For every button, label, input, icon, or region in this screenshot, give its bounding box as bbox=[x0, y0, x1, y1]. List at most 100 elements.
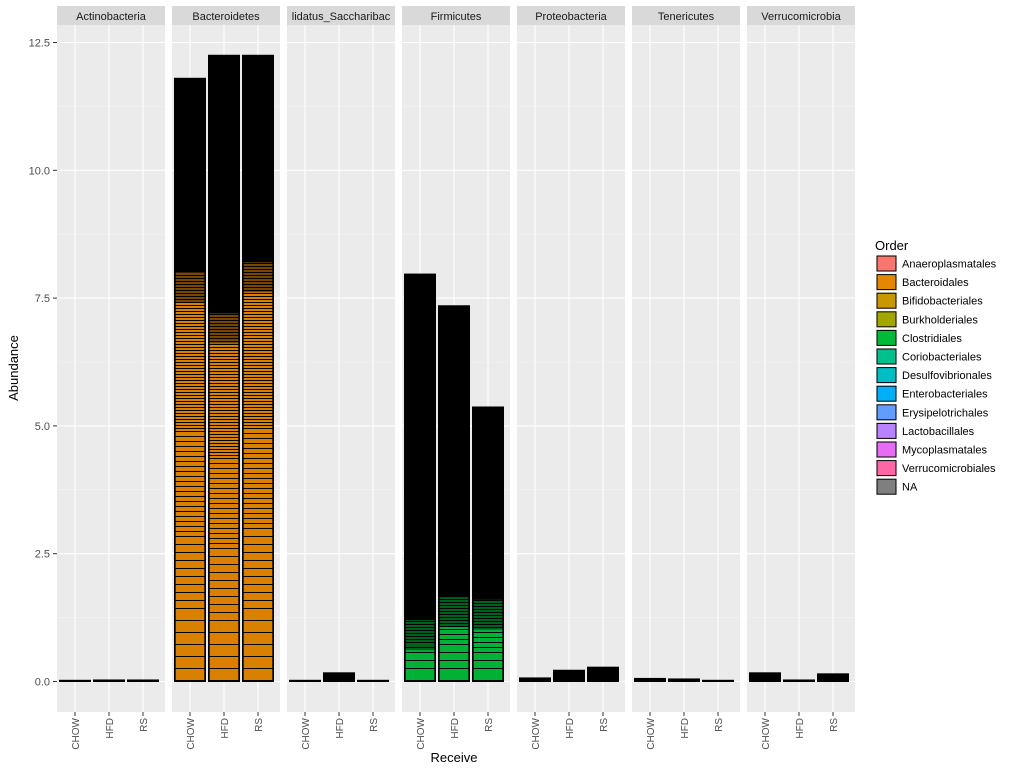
legend-swatch bbox=[876, 311, 897, 328]
x-tick-label: HFD bbox=[220, 718, 231, 739]
bar-tenericutes-rs bbox=[702, 679, 734, 682]
legend-label: Mycoplasmatales bbox=[902, 445, 987, 457]
legend-title: Order bbox=[875, 238, 909, 253]
facet-actinobacteria: Actinobacteria CHOW HFD RS bbox=[57, 6, 165, 750]
bar-segment-lines bbox=[242, 263, 274, 682]
x-tick-label: RS bbox=[714, 718, 725, 732]
bar-tenericutes-chow bbox=[634, 677, 666, 683]
bar-fill bbox=[473, 599, 503, 681]
bar-actinobacteria-hfd bbox=[93, 679, 125, 682]
facet-strip-label: Actinobacteria bbox=[76, 11, 147, 23]
legend-label: Coriobacteriales bbox=[902, 352, 982, 364]
bar-fade bbox=[438, 567, 470, 628]
legend-swatch bbox=[876, 478, 897, 495]
bar-bacteroidetes-rs bbox=[242, 54, 274, 682]
bar-outline bbox=[749, 672, 781, 682]
bar-outline bbox=[59, 679, 91, 682]
legend-label: Anaeroplasmatales bbox=[902, 259, 997, 271]
legend-swatch bbox=[876, 292, 897, 309]
bar-bacteroidetes-chow bbox=[174, 77, 206, 682]
bar-outline bbox=[783, 679, 815, 682]
bar-fade bbox=[174, 242, 206, 303]
legend-item-clostridiales: Clostridiales bbox=[876, 329, 962, 347]
facet-verrucomicrobia: Verrucomicrobia CHOW HFD RS bbox=[747, 6, 855, 750]
bar-proteobacteria-rs bbox=[587, 666, 619, 683]
bar-outline bbox=[93, 679, 125, 682]
legend-item-na: NA bbox=[876, 478, 918, 496]
bar-verrucomicrobia-hfd bbox=[783, 679, 815, 682]
facet-bacteroidetes: Bacteroidetes CHOW HFD RS bbox=[172, 6, 280, 750]
bar-firmicutes-hfd bbox=[438, 305, 470, 682]
legend-swatch bbox=[876, 348, 897, 365]
bar-outline bbox=[242, 54, 274, 682]
legend-item-erysipelotrichales: Erysipelotrichales bbox=[876, 403, 989, 421]
bar bbox=[587, 667, 619, 682]
bar bbox=[127, 679, 159, 682]
facet-strip-label: Verrucomicrobia bbox=[761, 11, 841, 23]
legend-swatch bbox=[876, 255, 897, 272]
legend-swatch bbox=[876, 329, 897, 346]
panel-background bbox=[57, 25, 165, 712]
bar-fade bbox=[208, 283, 240, 344]
legend-item-coriobacteriales: Coriobacteriales bbox=[876, 348, 982, 365]
x-tick-label: RS bbox=[599, 718, 610, 732]
legend-label: Desulfovibrionales bbox=[902, 370, 992, 382]
facet-candidatus-saccharibacteria: lidatus_Saccharibac CHOW HFD RS bbox=[287, 6, 395, 750]
bar bbox=[519, 677, 551, 682]
facet-strip-label: Proteobacteria bbox=[535, 11, 607, 23]
legend-item-bacteroidales: Bacteroidales bbox=[876, 273, 969, 291]
bar-proteobacteria-hfd bbox=[553, 669, 585, 683]
legend-swatch bbox=[876, 441, 897, 458]
y-axis: 0.0 2.5 5.0 7.5 10.0 12.5 bbox=[29, 38, 57, 689]
bar-outline bbox=[404, 273, 436, 682]
bar-segment-lines bbox=[208, 314, 240, 682]
y-tick-label: 5.0 bbox=[35, 421, 50, 433]
bar bbox=[59, 680, 91, 682]
legend-item-enterobacteriales: Enterobacteriales bbox=[876, 385, 988, 403]
x-tick-label: RS bbox=[139, 718, 150, 732]
facet-strip bbox=[287, 6, 395, 25]
facet-firmicutes: Firmicutes CHOW HFD RS bbox=[402, 6, 510, 750]
bar bbox=[289, 680, 321, 682]
legend-label: Bifidobacteriales bbox=[902, 296, 983, 308]
legend-label: Enterobacteriales bbox=[902, 389, 988, 401]
legend-swatch bbox=[876, 404, 897, 421]
bar-outline bbox=[553, 669, 585, 683]
legend-label: Burkholderiales bbox=[902, 314, 978, 326]
x-tick-label: HFD bbox=[680, 718, 691, 739]
bar-outline bbox=[174, 77, 206, 682]
bar-candidatus-saccharibacteria-rs bbox=[357, 679, 389, 682]
bar bbox=[634, 678, 666, 682]
facet-strip-label: Tenericutes bbox=[658, 11, 715, 23]
facet-panels: Actinobacteria CHOW HFD RS Bacteroidetes CHOW… bbox=[57, 6, 855, 750]
bar-outline bbox=[472, 406, 504, 682]
y-tick-label: 10.0 bbox=[29, 165, 50, 177]
legend: Order Anaeroplasmatales Bacteroidales Bifi… bbox=[875, 238, 997, 496]
x-tick-label: RS bbox=[254, 718, 265, 732]
bar-actinobacteria-chow bbox=[59, 679, 91, 682]
facet-strip bbox=[172, 6, 280, 25]
bar-outline bbox=[519, 677, 551, 682]
bar-outline bbox=[634, 677, 666, 683]
legend-swatch bbox=[876, 422, 897, 439]
facet-strip bbox=[632, 6, 740, 25]
bar bbox=[783, 679, 815, 682]
panel-background bbox=[517, 25, 625, 712]
legend-swatch bbox=[876, 460, 897, 477]
bar-outline bbox=[208, 54, 240, 682]
legend-swatch bbox=[876, 274, 897, 291]
bar bbox=[93, 679, 125, 682]
legend-label: Clostridiales bbox=[902, 333, 962, 345]
bar bbox=[702, 680, 734, 682]
bar-fill bbox=[243, 262, 273, 681]
bar-outline bbox=[323, 672, 355, 682]
bar bbox=[553, 670, 585, 682]
panel-background bbox=[287, 25, 395, 712]
bar bbox=[357, 680, 389, 682]
bar-actinobacteria-rs bbox=[127, 679, 159, 682]
x-tick-label: RS bbox=[369, 718, 380, 732]
bar-outline bbox=[668, 678, 700, 682]
legend-label: Erysipelotrichales bbox=[902, 407, 989, 419]
bar-tenericutes-hfd bbox=[668, 678, 700, 682]
x-tick-label: CHOW bbox=[301, 717, 312, 749]
